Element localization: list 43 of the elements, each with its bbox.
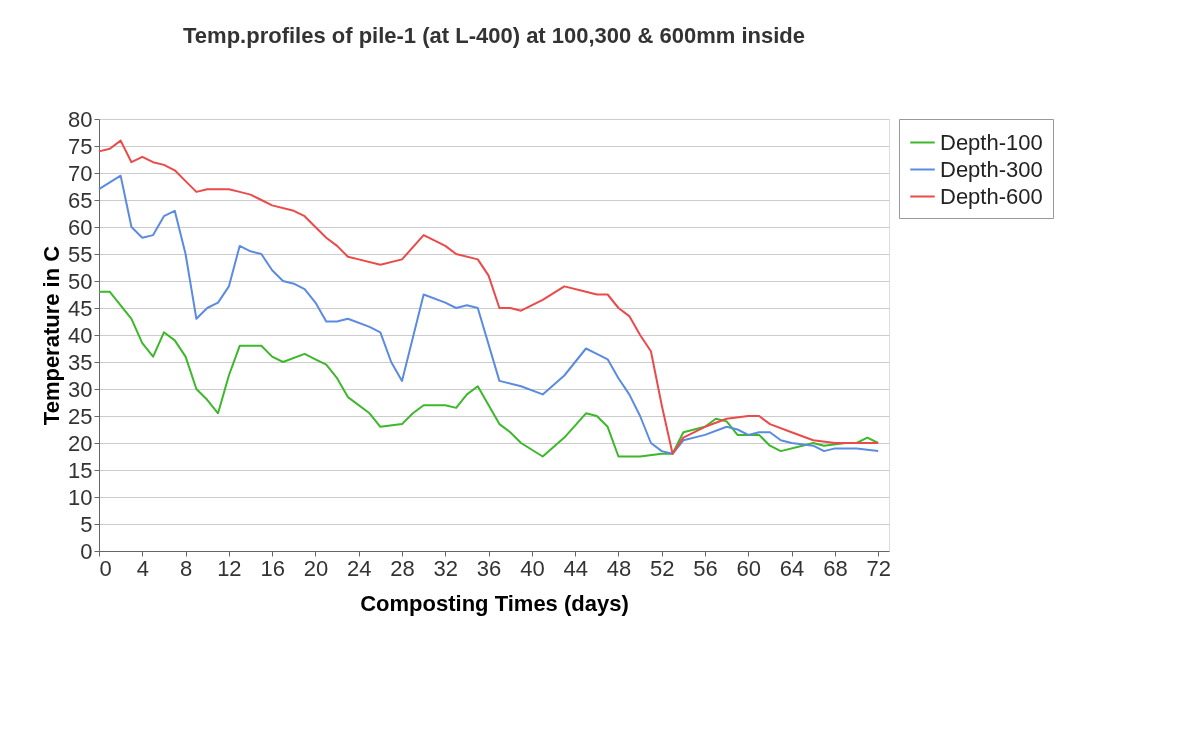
y-tick-label: 60 (68, 214, 93, 240)
x-tick-label: 0 (99, 555, 112, 581)
y-tick-label: 75 (68, 133, 93, 159)
y-tick-label: 5 (80, 511, 93, 537)
y-tick-label: 55 (68, 241, 93, 267)
x-tick-label: 20 (303, 555, 329, 581)
x-tick-label: 32 (433, 555, 459, 581)
y-tick-label: 35 (68, 349, 93, 375)
y-tick-label: 25 (68, 403, 93, 429)
x-tick-label: 16 (260, 555, 285, 581)
x-tick-label: 56 (693, 555, 718, 581)
y-tick-label: 40 (68, 322, 93, 348)
y-tick-label: 65 (68, 187, 93, 213)
line-series (98, 290, 880, 458)
y-tick-label: 10 (68, 484, 93, 510)
x-tick-label: 12 (217, 555, 242, 581)
y-tick-label: 15 (68, 457, 93, 483)
legend-label: Depth-100 (940, 129, 1043, 155)
x-tick-label: 60 (736, 555, 762, 581)
legend-label: Depth-600 (940, 183, 1043, 209)
y-tick-label: 80 (68, 106, 93, 132)
x-tick-label: 24 (346, 555, 372, 581)
y-tick-label: 70 (68, 160, 93, 186)
x-tick-label: 8 (179, 555, 193, 581)
y-tick-label: 0 (80, 538, 93, 564)
x-tick-label: 44 (563, 555, 588, 581)
x-tick-label: 72 (866, 555, 891, 581)
y-tick-label: 20 (68, 430, 93, 456)
y-tick-label: 30 (68, 376, 93, 402)
x-tick-label: 36 (476, 555, 502, 581)
x-tick-label: 48 (606, 555, 632, 581)
x-tick-label: 28 (390, 555, 415, 581)
x-tick-label: 68 (823, 555, 848, 581)
x-tick-label: 64 (779, 555, 805, 581)
x-tick-label: 4 (136, 555, 149, 581)
y-tick-label: 50 (68, 268, 93, 294)
x-tick-label: 40 (520, 555, 545, 581)
y-tick-label: 45 (68, 295, 93, 321)
x-tick-label: 52 (650, 555, 675, 581)
chart-title: Temp.profiles of pile-1 (at L-400) at 100,300 & 600mm inside (183, 23, 805, 48)
legend-label: Depth-300 (940, 156, 1043, 182)
y-axis-title: Temperature in C (39, 245, 65, 426)
x-axis-title: Composting Times (days) (360, 590, 629, 616)
